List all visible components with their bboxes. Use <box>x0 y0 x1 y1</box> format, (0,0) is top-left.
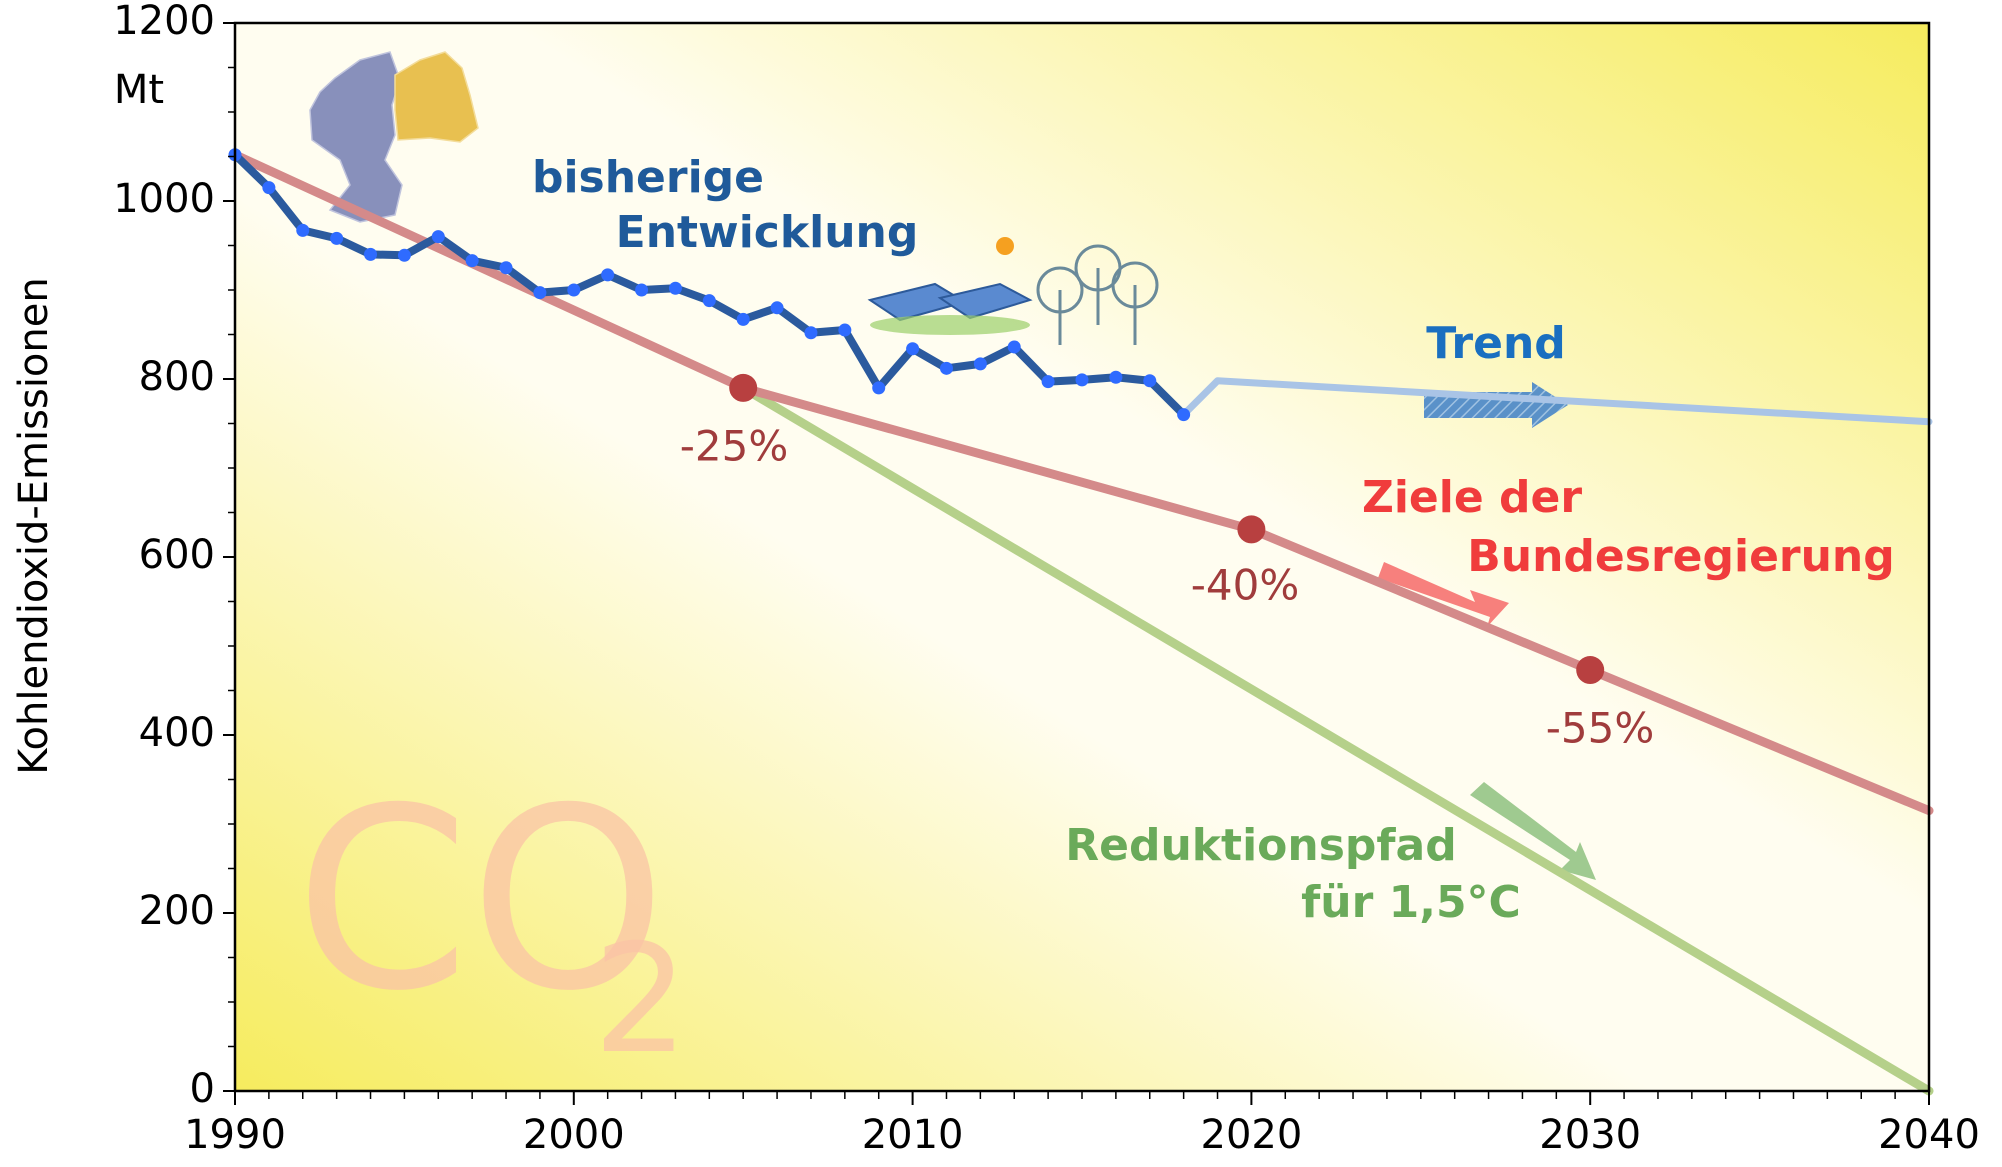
data-point <box>1007 340 1021 354</box>
y-tick-label: 200 <box>139 888 215 934</box>
x-tick-label: 2000 <box>523 1112 625 1158</box>
data-point <box>397 248 411 262</box>
data-point <box>770 301 784 315</box>
series-label: Entwicklung <box>616 207 919 258</box>
data-point <box>431 230 445 244</box>
data-point <box>872 381 886 395</box>
data-point <box>1109 370 1123 384</box>
data-point <box>567 283 581 297</box>
data-point <box>804 326 818 340</box>
data-point <box>973 357 987 371</box>
plot-background <box>235 23 1929 1091</box>
y-tick-label: 0 <box>190 1066 215 1112</box>
x-tick-label: 2020 <box>1201 1112 1303 1158</box>
decoration <box>309 51 1596 880</box>
data-point <box>465 254 479 268</box>
path-arrow <box>1470 782 1596 880</box>
series-label: Bundesregierung <box>1467 531 1895 582</box>
data-point <box>601 268 615 282</box>
target-point <box>1237 515 1266 544</box>
x-tick-label: 1990 <box>184 1112 286 1158</box>
series-label: Reduktionspfad <box>1065 820 1457 871</box>
data-point <box>702 294 716 308</box>
data-point <box>668 281 682 295</box>
data-point <box>296 223 310 237</box>
watermark: CO 2 <box>295 754 688 1087</box>
x-tick-label: 2030 <box>1539 1112 1641 1158</box>
data-point <box>364 247 378 261</box>
x-tick-label: 2010 <box>862 1112 964 1158</box>
wind-turbines <box>1036 244 1159 345</box>
target-label: -25% <box>680 422 789 471</box>
series-label: für 1,5°C <box>1301 877 1521 928</box>
y-tick-label: 600 <box>139 532 215 578</box>
data-point <box>838 323 852 337</box>
target-label: -55% <box>1546 704 1655 753</box>
data-point <box>1177 408 1191 422</box>
y-unit: Mt <box>114 67 164 113</box>
y-tick-label: 1200 <box>113 0 215 44</box>
y-tick-label: 1000 <box>113 176 215 222</box>
data-point <box>906 342 920 356</box>
series-label: Ziele der <box>1362 472 1582 523</box>
target-point <box>1576 656 1605 685</box>
map-west <box>309 51 403 223</box>
data-point <box>262 181 276 195</box>
watermark-text: CO <box>295 754 666 1045</box>
series-line <box>738 383 1934 1096</box>
solar-panel <box>937 282 1033 320</box>
data-point <box>499 261 513 275</box>
x-tick-label: 2040 <box>1878 1112 1980 1158</box>
target-point <box>729 373 758 402</box>
series-label: Trend <box>1426 318 1566 369</box>
data-point <box>1075 373 1089 387</box>
target-label: -40% <box>1191 561 1300 610</box>
map-east <box>394 51 479 143</box>
data-point <box>1041 375 1055 389</box>
data-point <box>330 231 344 245</box>
y-tick-label: 800 <box>139 354 215 400</box>
data-point <box>939 361 953 375</box>
data-point <box>736 312 750 326</box>
y-tick-label: 400 <box>139 710 215 756</box>
data-point <box>635 283 649 297</box>
y-axis-label: Kohlendioxid-Emissionen <box>11 277 57 774</box>
data-point <box>1143 374 1157 388</box>
marks <box>228 148 1934 1096</box>
target-arrow <box>1378 562 1509 627</box>
grass <box>870 315 1030 335</box>
sun <box>996 237 1014 255</box>
series-label: bisherige <box>532 152 764 203</box>
watermark-subscript: 2 <box>593 913 688 1087</box>
series-line <box>1180 377 1933 426</box>
data-point <box>533 286 547 300</box>
